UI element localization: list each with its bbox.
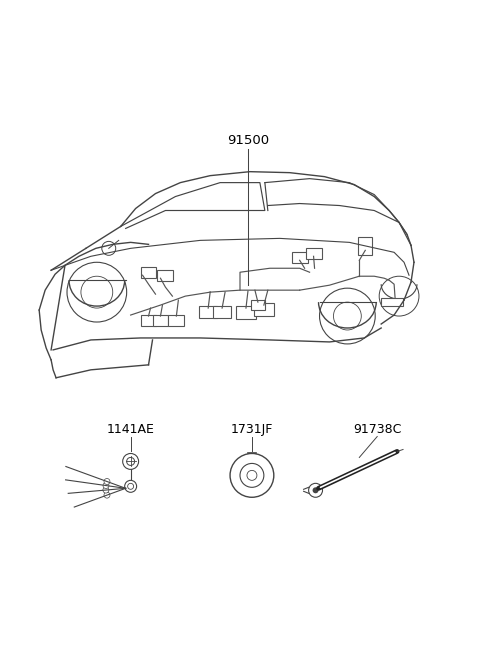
Bar xyxy=(306,248,322,259)
Bar xyxy=(199,306,217,318)
Bar xyxy=(236,306,256,318)
Bar xyxy=(254,303,274,316)
Bar xyxy=(153,314,168,326)
Circle shape xyxy=(104,479,110,485)
Bar xyxy=(168,314,184,326)
Circle shape xyxy=(309,483,323,497)
Bar xyxy=(292,252,308,263)
Text: 1731JF: 1731JF xyxy=(231,423,273,436)
Circle shape xyxy=(104,492,110,498)
Bar xyxy=(157,270,173,281)
Circle shape xyxy=(125,480,137,493)
Bar xyxy=(213,306,231,318)
Circle shape xyxy=(103,483,109,489)
Bar xyxy=(358,237,372,255)
Circle shape xyxy=(123,453,139,470)
Circle shape xyxy=(103,487,109,493)
Bar xyxy=(141,314,156,326)
Bar xyxy=(141,267,156,278)
Circle shape xyxy=(312,487,319,493)
Text: 91500: 91500 xyxy=(227,134,269,147)
Circle shape xyxy=(230,453,274,497)
Text: 91738C: 91738C xyxy=(353,423,401,436)
Bar xyxy=(381,298,403,306)
Text: 1141AE: 1141AE xyxy=(107,423,155,436)
Bar xyxy=(251,300,265,310)
